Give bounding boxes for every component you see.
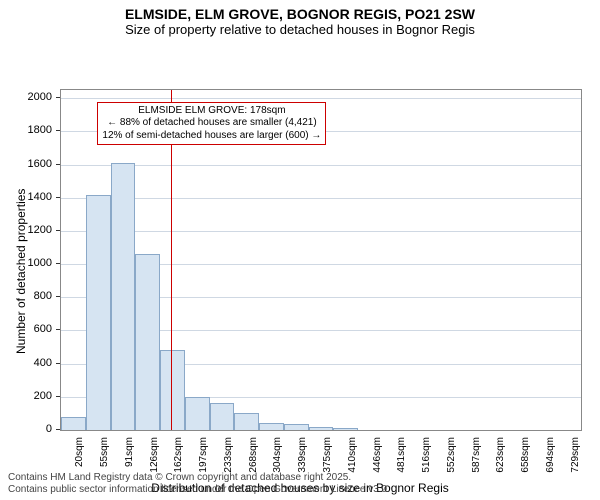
x-tick-label: 658sqm bbox=[520, 437, 531, 487]
histogram-bar bbox=[259, 423, 284, 430]
y-tick-label: 1400 bbox=[12, 191, 52, 203]
chart-title: ELMSIDE, ELM GROVE, BOGNOR REGIS, PO21 2… bbox=[0, 0, 600, 22]
x-tick-label: 516sqm bbox=[421, 437, 432, 487]
x-tick-label: 729sqm bbox=[570, 437, 581, 487]
y-tick-label: 200 bbox=[12, 390, 52, 402]
footer-line-2: Contains public sector information licen… bbox=[8, 484, 390, 496]
histogram-bar bbox=[309, 427, 334, 430]
histogram-bar bbox=[86, 195, 111, 431]
y-tick-label: 1000 bbox=[12, 257, 52, 269]
y-tick-label: 2000 bbox=[12, 91, 52, 103]
y-tick-label: 0 bbox=[12, 423, 52, 435]
histogram-bar bbox=[61, 417, 86, 430]
x-tick-label: 552sqm bbox=[446, 437, 457, 487]
annotation-line-2: ← 88% of detached houses are smaller (4,… bbox=[102, 117, 321, 130]
y-tick-label: 1800 bbox=[12, 124, 52, 136]
annotation-line-1: ELMSIDE ELM GROVE: 178sqm bbox=[102, 105, 321, 118]
x-tick-label: 623sqm bbox=[495, 437, 506, 487]
histogram-bar bbox=[333, 428, 358, 430]
histogram-bar bbox=[284, 424, 309, 430]
histogram-bar bbox=[185, 397, 210, 430]
histogram-bar bbox=[234, 413, 259, 430]
y-tick-label: 600 bbox=[12, 323, 52, 335]
plot-area: ELMSIDE ELM GROVE: 178sqm ← 88% of detac… bbox=[60, 89, 582, 431]
histogram-bar bbox=[111, 163, 136, 430]
footer-line-1: Contains HM Land Registry data © Crown c… bbox=[8, 472, 390, 484]
histogram-bar bbox=[135, 254, 160, 430]
chart-container: ELMSIDE, ELM GROVE, BOGNOR REGIS, PO21 2… bbox=[0, 0, 600, 500]
annotation-line-3: 12% of semi-detached houses are larger (… bbox=[102, 130, 321, 143]
y-tick-label: 800 bbox=[12, 290, 52, 302]
histogram-bar bbox=[160, 350, 185, 430]
footer-attribution: Contains HM Land Registry data © Crown c… bbox=[8, 472, 390, 496]
x-tick-label: 694sqm bbox=[545, 437, 556, 487]
annotation-box: ELMSIDE ELM GROVE: 178sqm ← 88% of detac… bbox=[97, 102, 326, 146]
chart-subtitle: Size of property relative to detached ho… bbox=[0, 22, 600, 41]
y-tick-label: 1200 bbox=[12, 224, 52, 236]
x-tick-label: 587sqm bbox=[471, 437, 482, 487]
x-tick-label: 481sqm bbox=[396, 437, 407, 487]
y-tick-label: 400 bbox=[12, 357, 52, 369]
y-tick-label: 1600 bbox=[12, 158, 52, 170]
histogram-bar bbox=[210, 403, 235, 430]
